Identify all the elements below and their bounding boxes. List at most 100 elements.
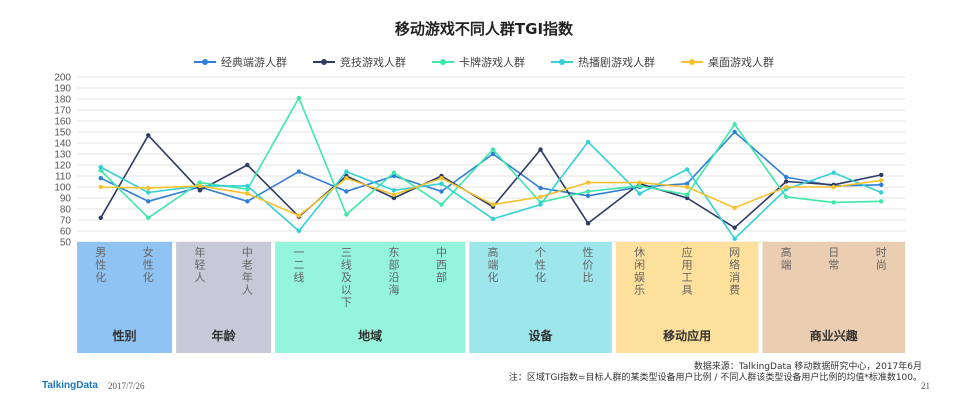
chart-title: 移动游戏不同人群TGI指数 [394, 20, 574, 38]
data-point [684, 167, 690, 172]
data-point [637, 183, 642, 189]
data-point [538, 194, 543, 200]
data-point [783, 179, 789, 184]
footer-notes: 数据来源：TalkingData 移动数据研究中心，2017年6月 注：区域TG… [509, 362, 922, 384]
category-label: 个性化 [535, 246, 546, 284]
data-point [146, 199, 151, 204]
category-label: 东部沿海 [388, 246, 399, 297]
data-point [783, 184, 789, 190]
legend-swatch [551, 58, 573, 66]
category-label: 一二线 [293, 246, 304, 284]
page-number: 21 [921, 381, 930, 391]
data-point [879, 199, 884, 204]
group-name: 移动应用 [663, 328, 711, 343]
y-tick-label: 100 [54, 183, 71, 194]
y-tick-label: 190 [54, 84, 71, 95]
category-label: 高端化 [488, 245, 499, 284]
data-point [439, 176, 444, 181]
data-point [490, 202, 496, 207]
data-point [98, 184, 103, 190]
legend-swatch [313, 58, 335, 66]
data-point [296, 95, 302, 101]
data-point [538, 147, 543, 152]
y-tick-label: 110 [55, 172, 71, 183]
data-point [391, 170, 397, 175]
data-point [637, 191, 642, 196]
data-point [538, 185, 543, 191]
data-point [490, 147, 496, 152]
group-name: 商业兴趣 [810, 328, 859, 343]
category-label: 日常 [828, 246, 839, 272]
data-point [296, 228, 302, 234]
data-point [344, 176, 349, 181]
data-point [98, 165, 103, 170]
category-label: 性价比 [583, 245, 594, 284]
legend-item: 热播剧游戏人群 [551, 54, 655, 70]
data-point [197, 183, 203, 189]
data-point [490, 216, 496, 222]
category-label: 应用工具 [682, 245, 693, 297]
report-date: 2017/7/26 [108, 381, 145, 391]
data-point [490, 151, 496, 157]
group-block [615, 242, 759, 353]
group-block [77, 242, 173, 353]
y-tick-label: 200 [54, 73, 71, 84]
data-point [732, 225, 737, 230]
data-point [879, 178, 884, 183]
data-point [585, 139, 591, 145]
data-point [637, 180, 642, 185]
y-tick-label: 70 [60, 216, 72, 227]
group-name: 地域 [358, 328, 382, 343]
data-point [245, 183, 250, 189]
data-point [684, 192, 690, 197]
data-point [783, 174, 789, 180]
data-point [344, 169, 349, 174]
data-point [146, 215, 151, 220]
legend-label: 热播剧游戏人群 [578, 56, 655, 69]
data-point [732, 205, 737, 211]
data-point [245, 187, 250, 192]
category-label: 休闲娱乐 [634, 246, 645, 297]
data-point [585, 180, 591, 185]
data-point [879, 190, 884, 195]
data-point [538, 202, 543, 207]
data-source-text: 数据来源：TalkingData 移动数据研究中心，2017年6月 [693, 362, 922, 372]
data-point [439, 202, 444, 207]
category-label: 中老年人 [242, 246, 253, 297]
category-label: 三线及以下 [341, 246, 352, 309]
legend-item: 卡牌游戏人群 [432, 54, 525, 70]
category-label: 男性化 [95, 246, 106, 284]
brand-logo: TalkingData [42, 380, 98, 391]
y-tick-label: 150 [54, 128, 71, 139]
data-point [344, 189, 349, 194]
category-label: 年轻人 [194, 245, 205, 284]
data-point [391, 188, 397, 193]
data-point [831, 170, 836, 175]
data-point [831, 200, 836, 205]
y-tick-label: 180 [54, 95, 71, 106]
data-point [391, 195, 397, 201]
y-tick-label: 50 [60, 238, 72, 249]
data-point [146, 190, 151, 195]
legend-label: 经典端游人群 [221, 56, 287, 69]
data-point [344, 212, 349, 217]
y-tick-label: 170 [54, 106, 71, 117]
data-point [245, 199, 250, 204]
data-point [296, 213, 302, 218]
legend-item: 竞技游戏人群 [313, 54, 406, 70]
data-point [585, 221, 591, 226]
data-point [439, 181, 444, 186]
legend-label: 卡牌游戏人群 [459, 56, 525, 69]
data-point [732, 122, 737, 127]
data-point [684, 195, 690, 201]
data-point [98, 176, 103, 181]
data-point [245, 191, 250, 196]
chart-legend: 经典端游人群 竞技游戏人群 卡牌游戏人群 热播剧游戏人群 桌面游戏人群 [0, 54, 968, 70]
data-point [879, 182, 884, 187]
data-point [684, 184, 690, 190]
group-name: 性别 [112, 328, 137, 343]
y-tick-label: 90 [60, 194, 72, 205]
data-point [98, 215, 103, 220]
legend-item: 桌面游戏人群 [681, 54, 774, 70]
data-point [585, 193, 591, 198]
